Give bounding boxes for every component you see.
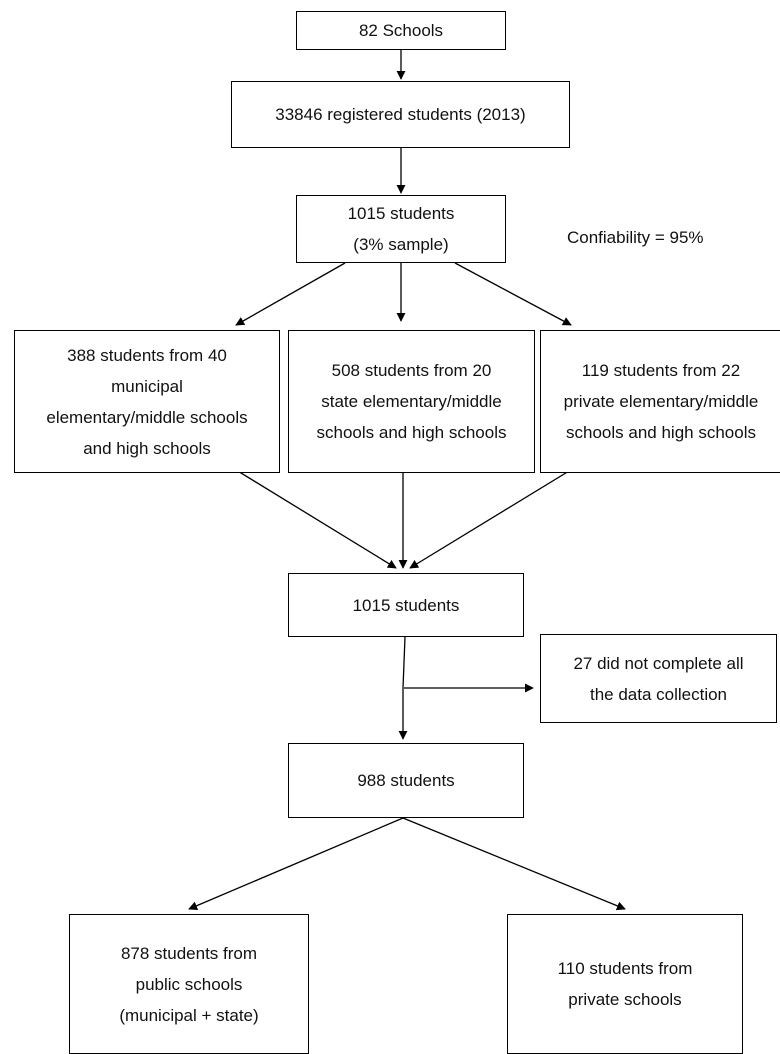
box-text-line: 1015 students	[347, 204, 455, 223]
box-private-students: 119 students from 22 private elementary/m…	[540, 330, 780, 473]
box-text-line: and high schools	[83, 438, 211, 458]
box-text-line: municipal	[111, 376, 183, 396]
box-text-line: 878 students from	[120, 943, 258, 963]
box-text-line: 988 students	[357, 771, 455, 790]
box-text-line: the data collection	[589, 684, 728, 704]
box-final-students: 988 students	[288, 743, 524, 818]
confiability-note: Confiability = 95%	[567, 228, 704, 247]
box-text-line: (3% sample)	[353, 235, 449, 254]
box-text-line: 27 did not complete all	[573, 653, 744, 673]
box-text-line: schools and high schools	[316, 423, 507, 442]
box-sample-students: 1015 students (3% sample)	[296, 195, 506, 263]
box-state-students: 508 students from 20 state elementary/mid…	[288, 330, 535, 473]
box-text-line: state elementary/middle	[321, 392, 502, 411]
arrow-sample-to-private	[454, 262, 572, 326]
box-excluded-students: 27 did not complete all the data collecti…	[540, 634, 777, 723]
arrow-final-to-public	[188, 817, 404, 910]
box-text-line: 388 students from 40	[67, 345, 227, 365]
box-text-line: elementary/middle schools	[46, 407, 248, 427]
box-82-schools: 82 Schools	[296, 11, 506, 50]
box-text-line: 119 students from 22	[581, 361, 741, 380]
box-registered-students: 33846 registered students (2013)	[231, 81, 570, 148]
box-text-line: 82 Schools	[358, 21, 444, 40]
box-text-line: private elementary/middle	[563, 392, 759, 411]
box-text-line: private schools	[568, 990, 682, 1009]
box-text-line: schools and high schools	[566, 423, 756, 442]
box-text-line: 33846 registered students (2013)	[275, 105, 526, 124]
box-text-line: 508 students from 20	[331, 361, 492, 380]
box-text-line: public schools	[135, 974, 243, 994]
arrow-sample-to-municipal	[235, 262, 346, 326]
line-merged-down	[402, 636, 406, 689]
box-text-line: 1015 students	[352, 595, 460, 615]
arrow-final-to-private	[402, 817, 626, 911]
box-public-final: 878 students from public schools (municipa…	[69, 914, 309, 1054]
box-municipal-students: 388 students from 40 municipal elementary/…	[14, 330, 280, 473]
box-text-line: (municipal + state)	[119, 1005, 259, 1025]
box-private-final: 110 students from private schools	[507, 914, 743, 1054]
box-merged-students: 1015 students	[288, 573, 524, 637]
box-text-line: 110 students from	[557, 959, 693, 978]
